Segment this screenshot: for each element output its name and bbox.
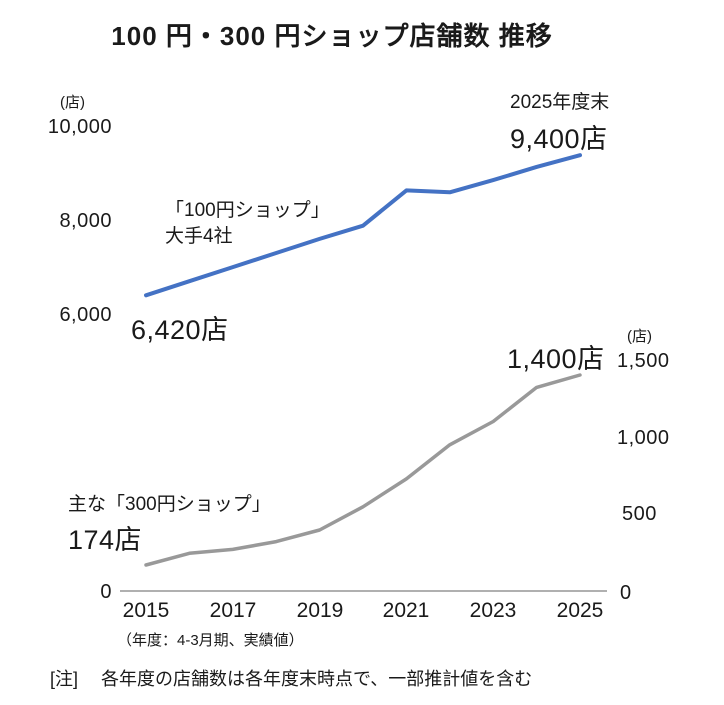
left-axis-tick-6000: 6,000 [59, 304, 112, 326]
end-year-annotation: 2025年度末 [510, 92, 610, 113]
right-axis-tick-0: 0 [620, 582, 632, 604]
left-axis-tick-8000: 8,000 [59, 210, 112, 232]
gray-start-value-annotation: 174店 [68, 525, 143, 555]
blue-end-value-annotation: 9,400店 [510, 124, 608, 154]
300yen-line [144, 373, 582, 567]
right-axis-tick-500: 500 [622, 503, 657, 525]
footnote: [注] 各年度の店舗数は各年度末時点で、一部推計値を含む [50, 669, 533, 689]
right-axis-tick-1500: 1,500 [617, 350, 670, 372]
right-axis-unit: (店) [627, 328, 652, 345]
x-tick-2015: 2015 [122, 599, 170, 622]
chart-title: 100 円・300 円ショップ店舗数 推移 [111, 21, 553, 51]
blue-series-label-line2: 大手4社 [165, 225, 233, 247]
blue-series-label: 「100円ショップ」 大手4社 [165, 198, 330, 249]
x-tick-2019: 2019 [296, 599, 344, 622]
blue-start-value-annotation: 6,420店 [131, 315, 229, 345]
x-tick-2017: 2017 [209, 599, 257, 622]
x-tick-2023: 2023 [469, 599, 517, 622]
gray-end-value-annotation: 1,400店 [507, 344, 605, 374]
right-axis-tick-1000: 1,000 [617, 427, 670, 449]
x-tick-2021: 2021 [382, 599, 430, 622]
left-axis-unit: (店) [60, 94, 85, 111]
x-axis-caption: （年度：4-3月期、実績値） [117, 632, 304, 649]
gray-series-label: 主な「300円ショップ」 [68, 494, 271, 515]
blue-series-label-line1: 「100円ショップ」 [165, 200, 330, 221]
x-tick-2025: 2025 [556, 599, 604, 622]
left-axis-tick-10000: 10,000 [47, 116, 112, 138]
left-axis-tick-0: 0 [100, 581, 112, 603]
100yen-line [144, 153, 582, 298]
